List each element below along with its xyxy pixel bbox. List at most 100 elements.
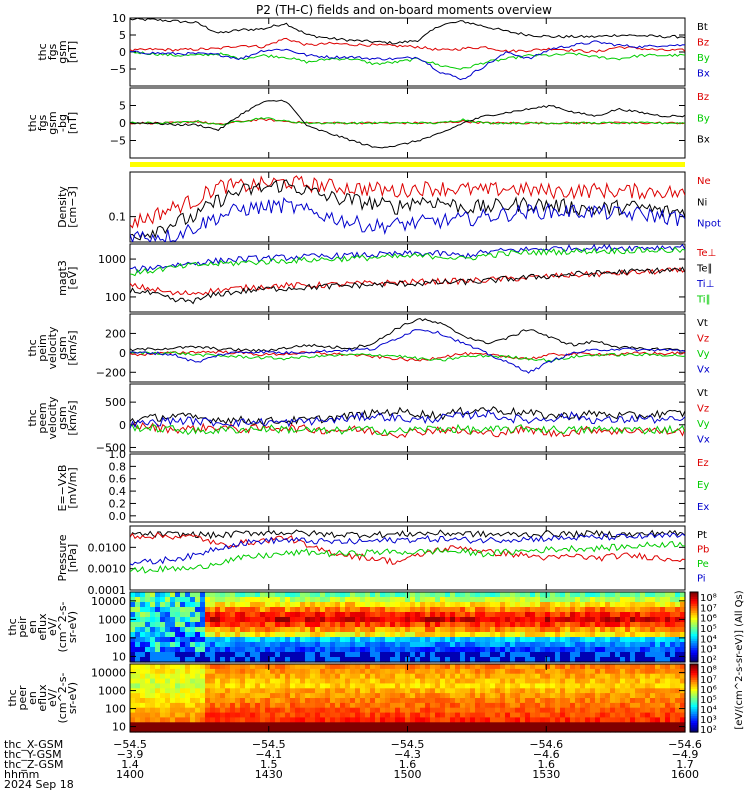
- heat-cell: [490, 642, 496, 648]
- heat-cell: [280, 727, 286, 733]
- heat-cell: [340, 602, 346, 608]
- heat-cell: [375, 673, 381, 680]
- heat-cell: [215, 668, 221, 675]
- heat-cell: [445, 688, 451, 694]
- heat-cell: [485, 652, 491, 658]
- heat-cell: [195, 673, 201, 680]
- heat-cell: [620, 597, 626, 603]
- y-axis-label: gsm: [46, 111, 59, 134]
- heat-cell: [315, 592, 321, 598]
- heat-cell: [370, 647, 376, 653]
- heat-cell: [190, 688, 196, 694]
- heat-cell: [650, 698, 656, 704]
- heat-cell: [275, 702, 281, 709]
- heat-cell: [450, 698, 456, 704]
- heat-cell: [370, 698, 376, 704]
- heat-cell: [450, 632, 456, 638]
- heat-cell: [670, 722, 676, 728]
- series-line-Ne: [130, 175, 685, 229]
- heat-cell: [180, 664, 186, 670]
- heat-cell: [605, 597, 611, 603]
- heat-cell: [435, 592, 441, 598]
- heat-cell: [165, 712, 171, 719]
- heat-cell: [615, 627, 621, 633]
- heat-cell: [490, 722, 496, 728]
- heat-cell: [540, 602, 546, 608]
- heat-cell: [295, 664, 301, 670]
- heat-cell: [275, 627, 281, 633]
- heat-cell: [540, 607, 546, 613]
- heat-cell: [165, 668, 171, 675]
- heat-cell: [550, 688, 556, 694]
- heat-cell: [150, 592, 156, 598]
- heat-cell: [175, 617, 181, 623]
- heat-cell: [300, 707, 306, 714]
- heat-cell: [510, 668, 516, 675]
- heat-cell: [400, 597, 406, 603]
- heat-cell: [165, 607, 171, 613]
- heat-cell: [225, 612, 231, 618]
- heat-cell: [360, 607, 366, 613]
- heat-cell: [545, 612, 551, 618]
- heat-cell: [220, 707, 226, 714]
- heat-cell: [180, 612, 186, 618]
- heat-cell: [345, 688, 351, 694]
- heat-cell: [500, 673, 506, 680]
- heat-cell: [625, 727, 631, 733]
- heat-cell: [375, 707, 381, 714]
- panel-peir_eflux: 10000100010010thcpeirenefluxeV/(cm^2-s-s…: [6, 591, 686, 663]
- heat-cell: [175, 722, 181, 728]
- heat-cell: [265, 707, 271, 714]
- heat-cell: [560, 664, 566, 670]
- heat-cell: [445, 652, 451, 658]
- heat-cell: [180, 637, 186, 643]
- heat-cell: [550, 627, 556, 633]
- heat-cell: [515, 673, 521, 680]
- heat-cell: [425, 688, 431, 694]
- heat-cell: [495, 673, 501, 680]
- heat-cell: [445, 678, 451, 685]
- heat-cell: [560, 707, 566, 714]
- heat-cell: [215, 683, 221, 689]
- heat-cell: [440, 688, 446, 694]
- heat-cell: [435, 678, 441, 685]
- heat-cell: [470, 727, 476, 733]
- heat-cell: [130, 627, 136, 633]
- heat-cell: [195, 627, 201, 633]
- heat-cell: [315, 632, 321, 638]
- heat-cell: [430, 652, 436, 658]
- heat-cell: [620, 627, 626, 633]
- y-axis-label: [km/s]: [66, 400, 79, 435]
- heat-cell: [480, 717, 486, 723]
- heat-cell: [250, 622, 256, 628]
- heat-cell: [640, 727, 646, 733]
- heat-cell: [565, 657, 571, 663]
- heat-cell: [215, 632, 221, 638]
- heat-cell: [365, 673, 371, 680]
- heat-cell: [355, 698, 361, 704]
- heat-cell: [340, 622, 346, 628]
- heat-cell: [415, 702, 421, 709]
- heat-cell: [645, 647, 651, 653]
- heat-cell: [400, 712, 406, 719]
- heat-cell: [405, 688, 411, 694]
- heat-cell: [310, 693, 316, 699]
- heat-cell: [270, 632, 276, 638]
- colorbar-swatch: [690, 638, 698, 642]
- heat-cell: [270, 712, 276, 719]
- heat-cell: [380, 602, 386, 608]
- heat-cell: [385, 592, 391, 598]
- heat-cell: [255, 622, 261, 628]
- heat-cell: [265, 647, 271, 653]
- heat-cell: [160, 622, 166, 628]
- heat-cell: [605, 698, 611, 704]
- heat-cell: [400, 632, 406, 638]
- heat-cell: [130, 702, 136, 709]
- heat-cell: [315, 673, 321, 680]
- heat-cell: [585, 712, 591, 719]
- heat-cell: [655, 683, 661, 689]
- heat-cell: [280, 722, 286, 728]
- heat-cell: [180, 627, 186, 633]
- heat-cell: [640, 722, 646, 728]
